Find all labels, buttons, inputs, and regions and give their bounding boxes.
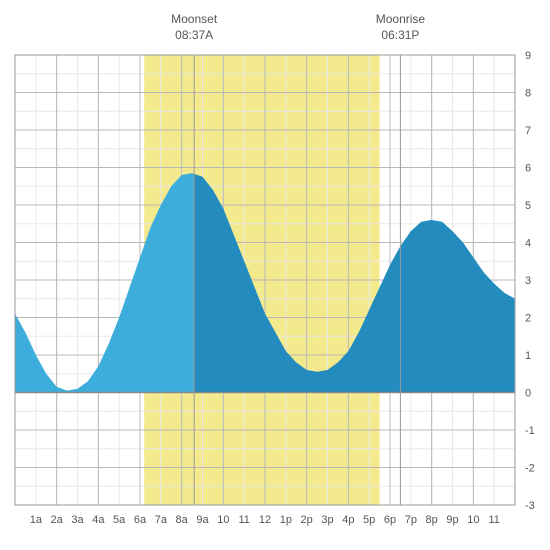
- y-tick-label: 8: [525, 88, 531, 100]
- y-tick-label: -1: [525, 425, 535, 437]
- y-tick-label: 6: [525, 163, 531, 175]
- y-tick-label: 0: [525, 388, 531, 400]
- x-tick-label: 11: [488, 514, 499, 526]
- y-tick-label: 9: [525, 50, 531, 62]
- x-tick-label: 12: [259, 514, 271, 526]
- y-tick-label: 5: [525, 200, 531, 212]
- x-tick-label: 5a: [113, 514, 126, 526]
- x-tick-label: 4a: [92, 514, 105, 526]
- x-tick-label: 7a: [155, 514, 168, 526]
- x-tick-label: 2a: [51, 514, 64, 526]
- tide-chart: Moonset08:37AMoonrise06:31P-3-2-10123456…: [0, 0, 550, 550]
- y-tick-label: -2: [525, 463, 535, 475]
- x-tick-label: 9a: [196, 514, 209, 526]
- x-tick-label: 3a: [71, 514, 84, 526]
- y-tick-label: 1: [525, 350, 531, 362]
- x-tick-label: 6p: [384, 514, 396, 526]
- x-tick-label: 2p: [301, 514, 313, 526]
- annotation-label: Moonset: [171, 12, 218, 26]
- x-tick-label: 9p: [446, 514, 458, 526]
- x-tick-label: 3p: [321, 514, 333, 526]
- chart-svg: Moonset08:37AMoonrise06:31P-3-2-10123456…: [0, 0, 550, 550]
- y-tick-label: 4: [525, 238, 531, 250]
- x-tick-label: 7p: [405, 514, 417, 526]
- annotation-label: Moonrise: [376, 12, 426, 26]
- annotation-time: 06:31P: [381, 28, 419, 42]
- y-tick-label: 2: [525, 313, 531, 325]
- x-tick-label: 4p: [342, 514, 354, 526]
- x-tick-label: 8a: [176, 514, 189, 526]
- x-tick-label: 6a: [134, 514, 147, 526]
- x-tick-label: 8p: [426, 514, 438, 526]
- y-tick-label: 3: [525, 275, 531, 287]
- x-tick-label: 1a: [30, 514, 43, 526]
- y-tick-label: -3: [525, 500, 535, 512]
- annotation-time: 08:37A: [175, 28, 213, 42]
- x-tick-label: 11: [238, 514, 249, 526]
- x-tick-label: 1p: [280, 514, 292, 526]
- x-tick-label: 5p: [363, 514, 375, 526]
- y-tick-label: 7: [525, 125, 531, 137]
- x-tick-label: 10: [467, 514, 479, 526]
- x-tick-label: 10: [217, 514, 229, 526]
